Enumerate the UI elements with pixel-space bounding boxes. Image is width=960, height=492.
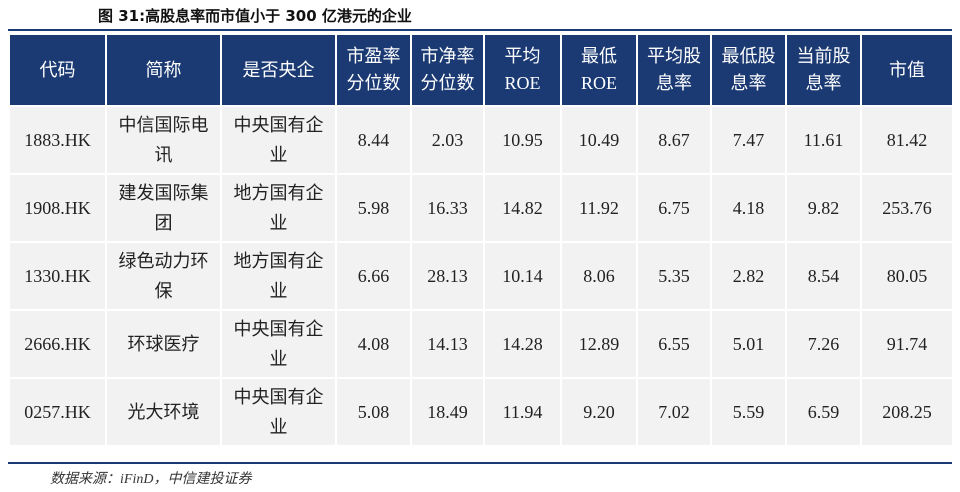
table-cell: 5.08: [337, 379, 410, 445]
table-cell: 8.67: [638, 107, 710, 173]
table-cell: 10.95: [485, 107, 560, 173]
column-header: 市值: [862, 35, 952, 105]
table-row: 1883.HK 中信国际电讯 中央国有企业 8.44 2.03 10.95 10.49 8.6…: [10, 107, 952, 173]
table-row: 0257.HK 光大环境 中央国有企业 5.08 18.49 11.94 9.20 7.02 5…: [10, 379, 952, 445]
table-cell: 2.03: [412, 107, 483, 173]
table-cell: 4.08: [337, 311, 410, 377]
table-cell: 28.13: [412, 243, 483, 309]
table-cell: 8.44: [337, 107, 410, 173]
column-header: 代码: [10, 35, 105, 105]
table-cell: 81.42: [862, 107, 952, 173]
table-cell: 91.74: [862, 311, 952, 377]
table-cell: 5.35: [638, 243, 710, 309]
column-header: 市盈率 分位数: [337, 35, 410, 105]
table-cell: 12.89: [562, 311, 636, 377]
table-cell: 10.14: [485, 243, 560, 309]
table-cell: 6.75: [638, 175, 710, 241]
table-cell: 4.18: [712, 175, 785, 241]
figure-title: 图 31:高股息率而市值小于 300 亿港元的企业: [98, 7, 412, 25]
table-cell: 1330.HK: [10, 243, 105, 309]
data-table: 代码 简称 是否央企 市盈率 分位数 市净率 分位数 平均 ROE 最低 ROE 平均股 息率…: [8, 33, 954, 447]
table-cell: 6.55: [638, 311, 710, 377]
table-row: 1908.HK 建发国际集团 地方国有企业 5.98 16.33 14.82 11.92 6.…: [10, 175, 952, 241]
table-cell: 9.20: [562, 379, 636, 445]
table-cell: 中央国有企业: [222, 107, 335, 173]
table-cell: 1908.HK: [10, 175, 105, 241]
source-note: 数据来源：iFinD，中信建投证券: [50, 472, 252, 487]
table-cell: 14.13: [412, 311, 483, 377]
table-cell: 地方国有企业: [222, 175, 335, 241]
table-cell: 16.33: [412, 175, 483, 241]
table-cell: 1883.HK: [10, 107, 105, 173]
table-cell: 中央国有企业: [222, 311, 335, 377]
column-header: 平均股 息率: [638, 35, 710, 105]
table-cell: 7.47: [712, 107, 785, 173]
rule: [8, 462, 952, 464]
table-cell: 6.66: [337, 243, 410, 309]
table-cell: 5.01: [712, 311, 785, 377]
table-cell: 6.59: [787, 379, 860, 445]
table-cell: 11.92: [562, 175, 636, 241]
table-cell: 8.54: [787, 243, 860, 309]
table-cell: 5.59: [712, 379, 785, 445]
table-cell: 11.94: [485, 379, 560, 445]
table-cell: 环球医疗: [107, 311, 220, 377]
table-row: 1330.HK 绿色动力环保 地方国有企业 6.66 28.13 10.14 8.06 5.3…: [10, 243, 952, 309]
table-cell: 7.26: [787, 311, 860, 377]
column-header: 平均 ROE: [485, 35, 560, 105]
table-cell: 光大环境: [107, 379, 220, 445]
column-header: 当前股 息率: [787, 35, 860, 105]
table-cell: 中央国有企业: [222, 379, 335, 445]
table-cell: 绿色动力环保: [107, 243, 220, 309]
table-cell: 地方国有企业: [222, 243, 335, 309]
table-cell: 2.82: [712, 243, 785, 309]
table-cell: 7.02: [638, 379, 710, 445]
table-row: 2666.HK 环球医疗 中央国有企业 4.08 14.13 14.28 12.89 6.55…: [10, 311, 952, 377]
table-cell: 80.05: [862, 243, 952, 309]
column-header: 最低 ROE: [562, 35, 636, 105]
table-cell: 中信国际电讯: [107, 107, 220, 173]
table-cell: 10.49: [562, 107, 636, 173]
table-cell: 0257.HK: [10, 379, 105, 445]
column-header: 市净率 分位数: [412, 35, 483, 105]
column-header: 简称: [107, 35, 220, 105]
column-header: 是否央企: [222, 35, 335, 105]
table-cell: 2666.HK: [10, 311, 105, 377]
table-cell: 11.61: [787, 107, 860, 173]
table-cell: 208.25: [862, 379, 952, 445]
table-cell: 建发国际集团: [107, 175, 220, 241]
table-cell: 18.49: [412, 379, 483, 445]
table-cell: 14.82: [485, 175, 560, 241]
table-cell: 8.06: [562, 243, 636, 309]
column-header: 最低股 息率: [712, 35, 785, 105]
table-body: 1883.HK 中信国际电讯 中央国有企业 8.44 2.03 10.95 10.49 8.6…: [10, 107, 952, 445]
header-row: 代码 简称 是否央企 市盈率 分位数 市净率 分位数 平均 ROE 最低 ROE 平均股 息率…: [10, 35, 952, 105]
table-cell: 14.28: [485, 311, 560, 377]
rule: [8, 29, 952, 31]
table-cell: 253.76: [862, 175, 952, 241]
table-cell: 9.82: [787, 175, 860, 241]
table-cell: 5.98: [337, 175, 410, 241]
